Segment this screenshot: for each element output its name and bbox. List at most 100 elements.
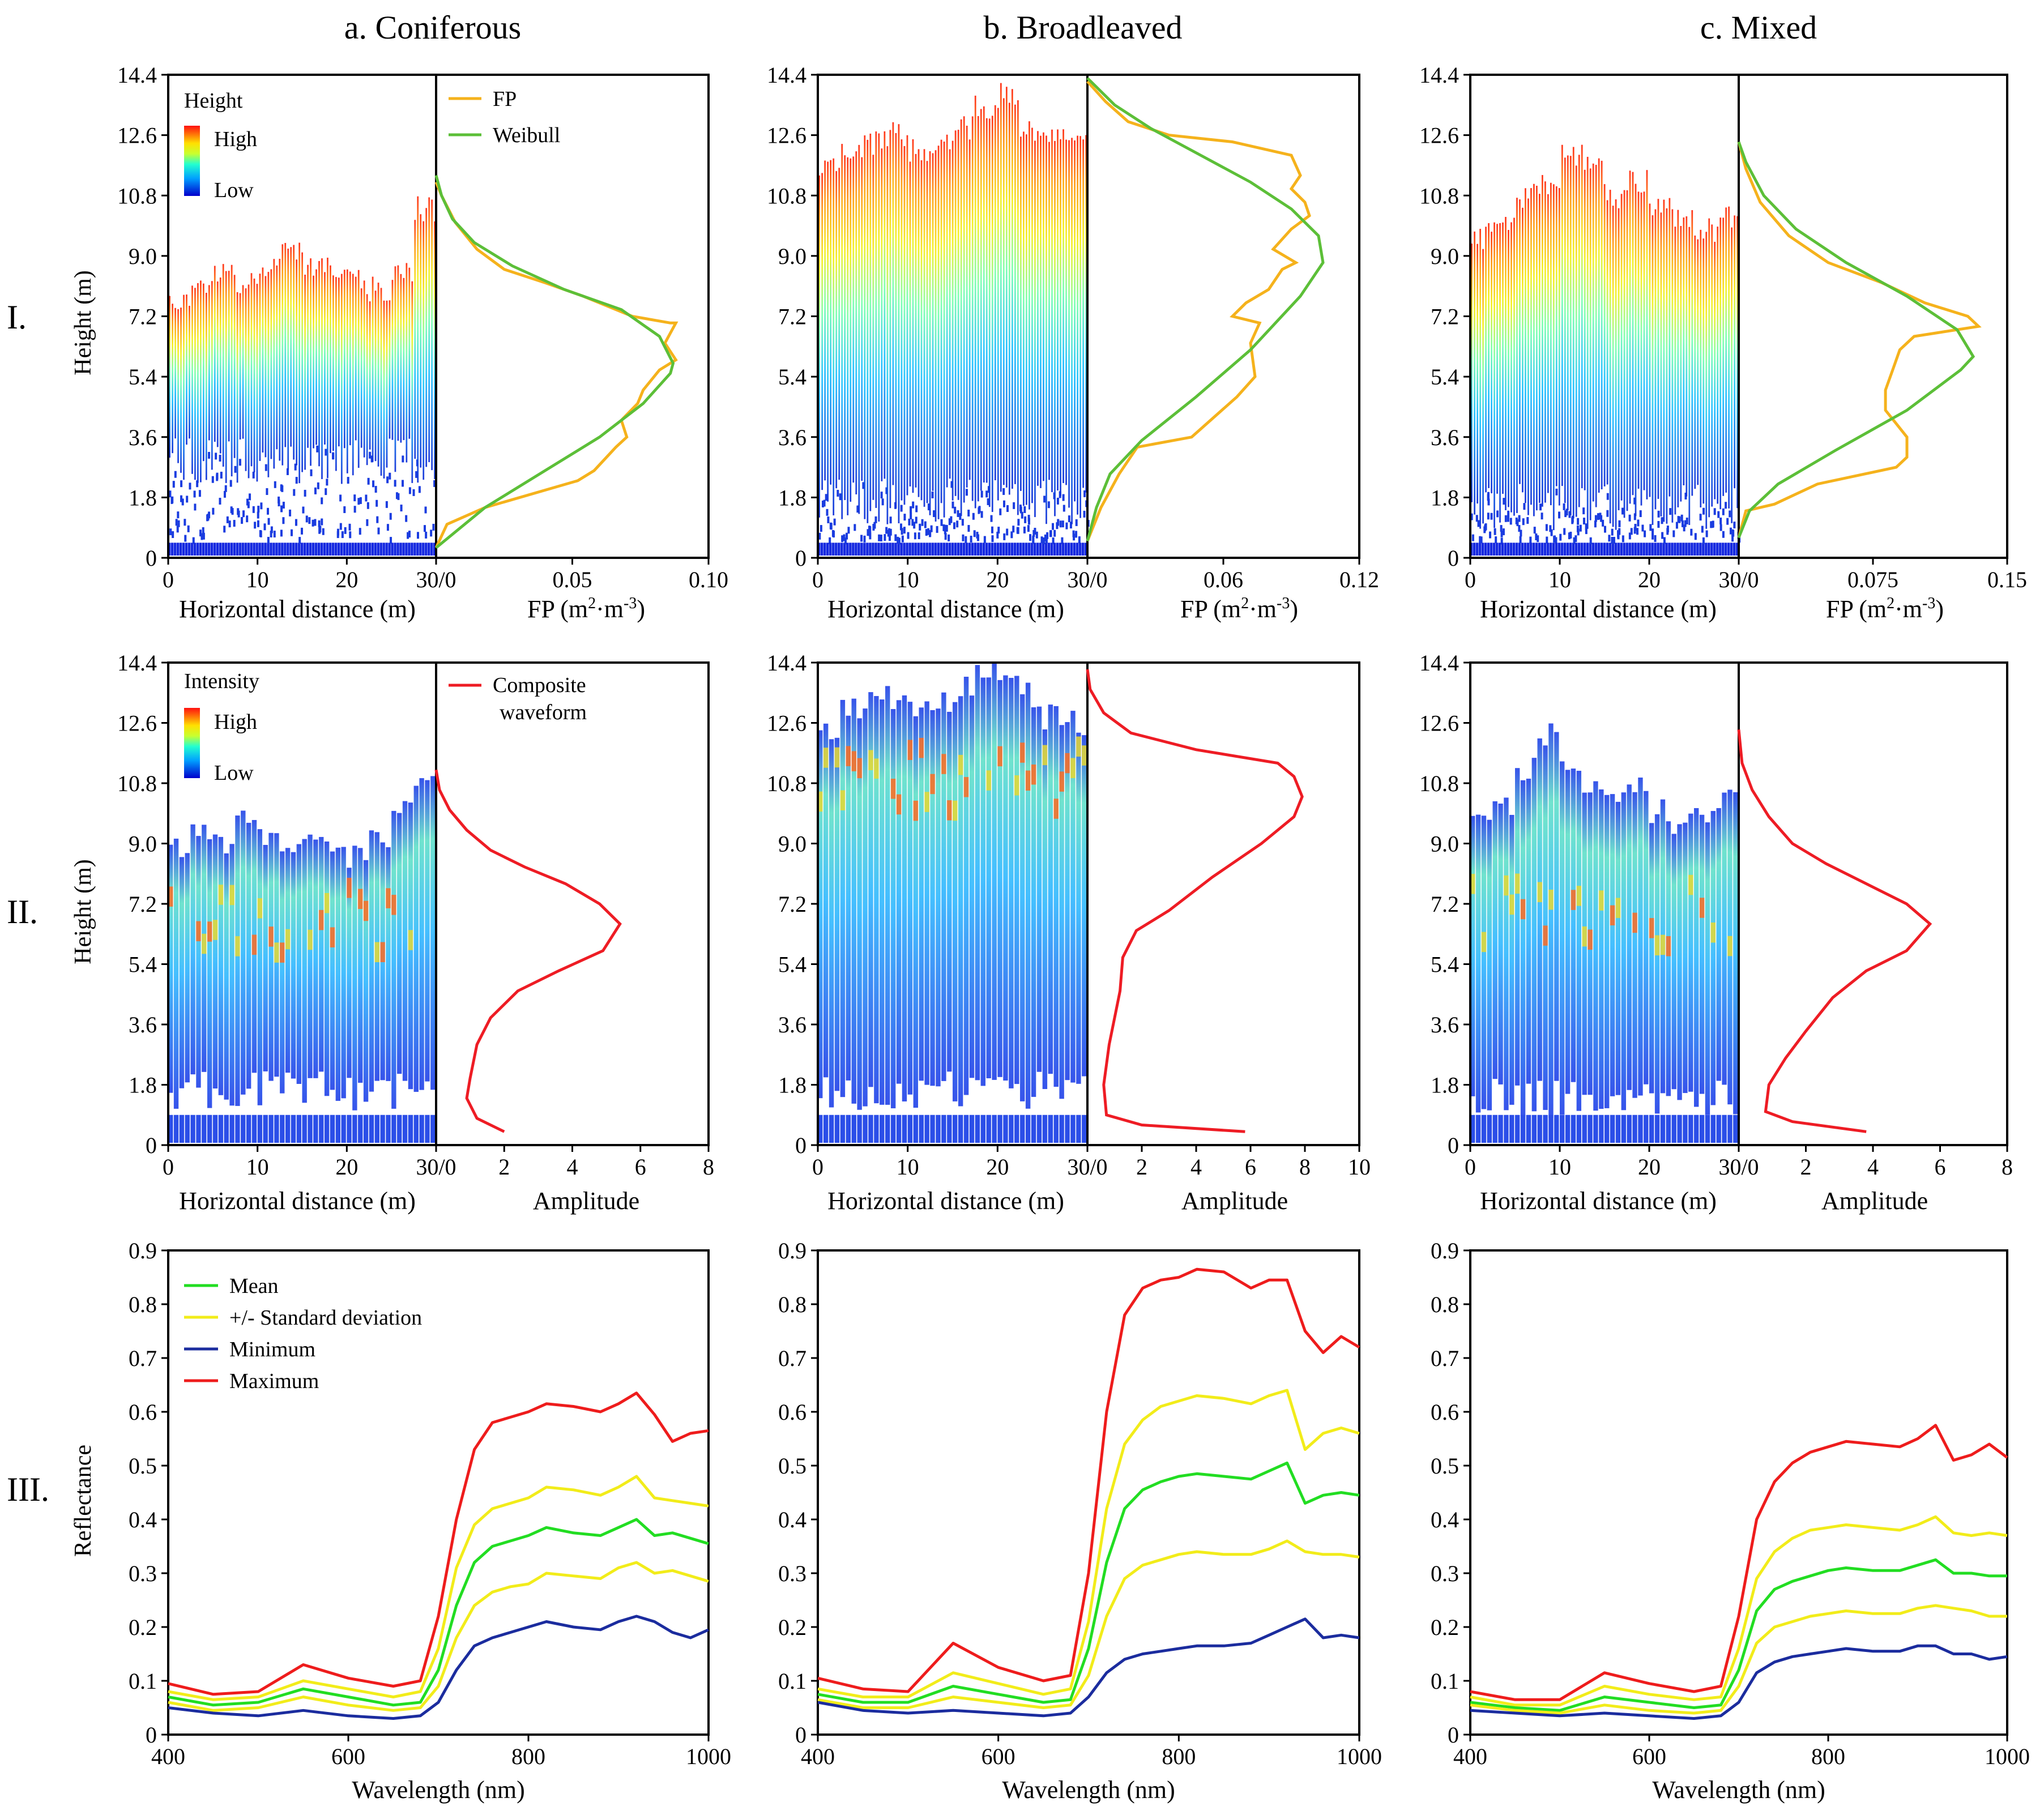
- ground-intensity: [202, 1115, 207, 1143]
- sparse-return: [1052, 523, 1055, 530]
- canopy-return: [1629, 170, 1631, 504]
- x-tick-label: 8: [1299, 1154, 1311, 1180]
- ground-intensity: [823, 1115, 829, 1143]
- canopy-return: [1637, 191, 1640, 489]
- sparse-return: [1043, 537, 1046, 544]
- sparse-return: [216, 472, 219, 480]
- canopy-return: [977, 116, 979, 502]
- canopy-return: [1082, 139, 1084, 488]
- x-tick-label: 1000: [1985, 1744, 2030, 1769]
- sparse-return: [1634, 524, 1637, 531]
- sparse-return: [175, 519, 178, 526]
- canopy-return: [1603, 184, 1606, 486]
- intensity-column: [1020, 694, 1025, 1101]
- ground-returns: [382, 543, 385, 556]
- intensity-column: [1526, 778, 1531, 1084]
- sparse-return: [1012, 526, 1015, 533]
- canopy-return: [386, 300, 388, 468]
- ground-returns: [241, 543, 244, 556]
- canopy-return: [313, 275, 314, 449]
- right-xlabel-mid: ·m: [596, 595, 624, 623]
- ground-intensity: [1003, 1115, 1008, 1143]
- intensity-column: [930, 710, 935, 1086]
- y-tick-label: 0: [795, 1133, 806, 1158]
- ground-returns: [1674, 543, 1676, 556]
- y-tick-label: 0.3: [129, 1561, 157, 1586]
- series-minimum-line: [1470, 1644, 2008, 1720]
- intensity-column: [1621, 792, 1627, 1111]
- sparse-return: [298, 537, 301, 544]
- sparse-return: [1489, 531, 1492, 539]
- ground-intensity: [1554, 1115, 1559, 1143]
- sparse-return: [172, 531, 174, 539]
- canopy-return: [1034, 140, 1036, 518]
- ground-returns: [258, 543, 261, 556]
- ground-intensity: [302, 1115, 307, 1143]
- sparse-return: [174, 471, 177, 478]
- canopy-return: [985, 118, 988, 483]
- sparse-return: [1726, 518, 1729, 525]
- sparse-return: [885, 487, 888, 494]
- sparse-return: [1639, 510, 1642, 518]
- canopy-return: [343, 270, 345, 449]
- ground-returns: [1648, 543, 1651, 556]
- canopy-return: [881, 148, 883, 481]
- intensity-column: [851, 698, 856, 1104]
- canopy-return: [889, 130, 891, 509]
- ground-intensity: [1014, 1115, 1019, 1143]
- canopy-return: [1508, 230, 1509, 507]
- sparse-return: [199, 530, 202, 537]
- ground-intensity: [1537, 1115, 1542, 1143]
- canopy-return: [1674, 227, 1676, 515]
- sparse-return: [1043, 496, 1046, 503]
- ground-intensity: [380, 1115, 385, 1143]
- canopy-return: [909, 161, 911, 486]
- ground-returns: [843, 543, 846, 556]
- intensity-column: [296, 844, 302, 1084]
- x-tick-label: 20: [1638, 567, 1661, 592]
- ground-returns: [942, 543, 945, 556]
- intensity-column: [1492, 801, 1497, 1079]
- legend-composite-label: Composite: [493, 673, 586, 697]
- sparse-return: [1713, 508, 1716, 515]
- intensity-column: [1059, 725, 1064, 1099]
- ground-returns: [1543, 543, 1547, 556]
- ground-returns: [860, 543, 863, 556]
- sparse-return: [962, 534, 965, 541]
- sparse-return: [249, 493, 251, 501]
- ground-returns: [931, 543, 934, 556]
- ground-returns: [185, 543, 188, 556]
- y-tick-label: 0.7: [778, 1346, 806, 1371]
- ground-returns: [1059, 543, 1062, 556]
- intensity-column: [1599, 789, 1604, 1109]
- intensity-column: [919, 707, 924, 1081]
- sparse-return: [1475, 515, 1478, 522]
- ground-returns: [1073, 543, 1076, 556]
- right-xlabel: Amplitude: [533, 1187, 639, 1215]
- intensity-column: [302, 839, 307, 1103]
- ground-intensity: [218, 1115, 224, 1143]
- sparse-return: [425, 531, 428, 539]
- ground-intensity: [268, 1115, 274, 1143]
- canopy-return: [1654, 209, 1657, 510]
- canopy-return: [1685, 216, 1688, 497]
- ground-returns: [1013, 543, 1017, 556]
- ground-returns: [377, 543, 379, 556]
- intensity-column: [863, 708, 868, 1107]
- canopy-return: [394, 266, 396, 472]
- canopy-return: [1485, 227, 1487, 493]
- intensity-hotspot: [1014, 775, 1019, 796]
- ground-intensity: [1610, 1115, 1615, 1143]
- sparse-return: [433, 480, 436, 487]
- left-xlabel: Horizontal distance (m): [179, 595, 416, 623]
- ground-returns: [954, 543, 957, 556]
- canopy-return: [250, 273, 253, 467]
- intensity-hotspot: [846, 746, 851, 766]
- canopy-return: [222, 264, 224, 467]
- intensity-column: [313, 839, 318, 1078]
- sparse-return: [873, 522, 876, 529]
- sparse-return: [343, 506, 346, 513]
- sparse-return: [319, 526, 322, 533]
- canopy-return: [1722, 217, 1725, 496]
